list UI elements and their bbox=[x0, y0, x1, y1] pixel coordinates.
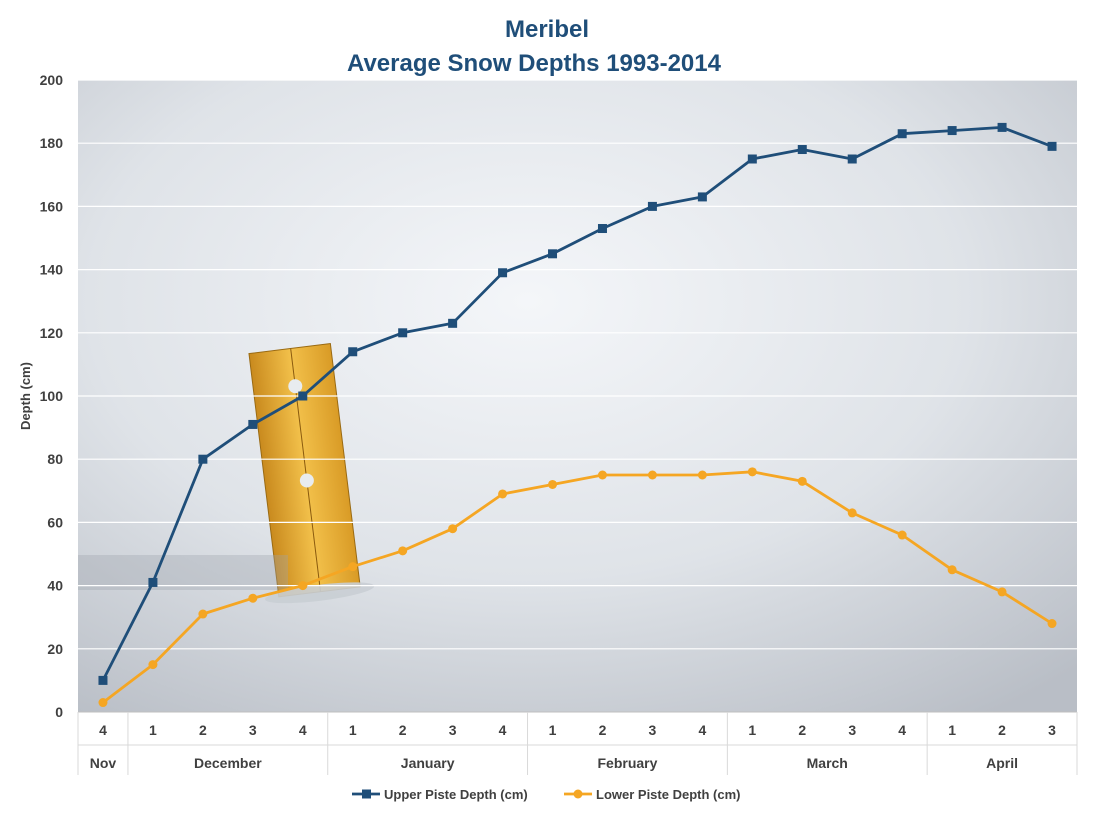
x-axis: 4 1 2 3 4 1 2 3 4 1 2 3 4 1 2 3 4 1 2 3 Nov December January Fe… bbox=[77, 711, 1078, 775]
legend-marker bbox=[362, 789, 371, 799]
lower-point bbox=[498, 489, 508, 499]
lower-point bbox=[248, 593, 258, 603]
lower-point bbox=[897, 530, 907, 540]
x-tick-label: 2 bbox=[599, 722, 607, 738]
y-tick-label: 20 bbox=[47, 641, 63, 657]
x-tick-label: 1 bbox=[349, 722, 357, 738]
x-tick-label: 1 bbox=[549, 722, 557, 738]
upper-point bbox=[448, 318, 458, 328]
upper-point bbox=[548, 249, 558, 259]
series-lines bbox=[101, 126, 1053, 704]
series-line-1 bbox=[102, 470, 1053, 704]
lower-point bbox=[697, 470, 707, 480]
month-label: January bbox=[401, 755, 455, 771]
upper-point bbox=[797, 145, 807, 155]
lower-point bbox=[398, 546, 408, 556]
upper-point bbox=[348, 347, 358, 357]
x-tick-label: 3 bbox=[649, 722, 657, 738]
y-tick-label: 0 bbox=[55, 704, 63, 720]
upper-point bbox=[847, 154, 857, 164]
y-tick-label: 80 bbox=[47, 451, 63, 467]
upper-point bbox=[398, 328, 408, 338]
lower-point bbox=[847, 508, 857, 518]
y-tick-label: 100 bbox=[40, 388, 64, 404]
upper-point bbox=[148, 577, 158, 587]
upper-point bbox=[597, 224, 607, 234]
month-label: Nov bbox=[90, 755, 117, 771]
upper-point bbox=[248, 419, 258, 429]
month-label: April bbox=[986, 755, 1018, 771]
lower-point bbox=[597, 470, 607, 480]
upper-point bbox=[647, 201, 657, 211]
x-tick-label: 4 bbox=[299, 722, 307, 738]
y-tick-label: 120 bbox=[40, 325, 64, 341]
x-tick-label: 2 bbox=[399, 722, 407, 738]
chart-title: Meribel bbox=[505, 16, 589, 43]
lower-point bbox=[98, 698, 108, 708]
lower-point bbox=[647, 470, 657, 480]
series-points bbox=[98, 122, 1057, 708]
lower-point bbox=[997, 587, 1007, 597]
lower-point bbox=[448, 524, 458, 534]
x-tick-label: 1 bbox=[748, 722, 756, 738]
x-tick-label: 3 bbox=[848, 722, 856, 738]
upper-point bbox=[498, 268, 508, 278]
x-tick-label: 4 bbox=[499, 722, 507, 738]
x-tick-label: 3 bbox=[1048, 722, 1056, 738]
y-tick-label: 160 bbox=[40, 198, 64, 214]
month-label: February bbox=[597, 755, 657, 771]
y-axis-label: Depth (cm) bbox=[18, 362, 33, 430]
upper-point bbox=[747, 154, 757, 164]
upper-point bbox=[997, 122, 1007, 132]
lower-point bbox=[548, 479, 558, 489]
y-tick-labels: 0 20 40 60 80 100 120 140 160 180 200 bbox=[40, 72, 64, 720]
legend-label: Upper Piste Depth (cm) bbox=[384, 787, 528, 802]
lower-point bbox=[148, 660, 158, 670]
y-tick-label: 180 bbox=[40, 135, 64, 151]
x-tick-label: 4 bbox=[99, 722, 107, 738]
lower-point bbox=[1047, 619, 1057, 629]
lower-point bbox=[947, 565, 957, 575]
x-tick-label: 2 bbox=[798, 722, 806, 738]
chart-subtitle: Average Snow Depths 1993-2014 bbox=[347, 50, 722, 77]
legend-label: Lower Piste Depth (cm) bbox=[596, 787, 740, 802]
x-tick-label: 2 bbox=[998, 722, 1006, 738]
grid-lines bbox=[78, 79, 1077, 650]
legend: Upper Piste Depth (cm) Lower Piste Depth … bbox=[352, 787, 740, 802]
x-tick-label: 4 bbox=[898, 722, 906, 738]
lower-point bbox=[198, 609, 208, 619]
upper-point bbox=[897, 129, 907, 139]
upper-point bbox=[697, 192, 707, 202]
legend-marker bbox=[573, 789, 583, 799]
y-tick-label: 40 bbox=[47, 578, 63, 594]
x-tick-label: 3 bbox=[449, 722, 457, 738]
upper-point bbox=[1047, 141, 1057, 151]
month-label: December bbox=[194, 755, 262, 771]
y-tick-label: 140 bbox=[40, 262, 64, 278]
x-tick-label: 3 bbox=[249, 722, 257, 738]
lower-point bbox=[747, 467, 757, 477]
ruler-image bbox=[248, 343, 375, 604]
x-tick-label: 2 bbox=[199, 722, 207, 738]
upper-point bbox=[98, 675, 108, 685]
x-tick-label: 4 bbox=[698, 722, 706, 738]
y-tick-label: 200 bbox=[40, 72, 64, 88]
upper-point bbox=[198, 454, 208, 464]
month-label: March bbox=[807, 755, 848, 771]
upper-point bbox=[947, 126, 957, 136]
lower-point bbox=[797, 476, 807, 486]
y-tick-label: 60 bbox=[47, 514, 63, 530]
x-tick-label: 1 bbox=[948, 722, 956, 738]
lower-point bbox=[348, 562, 358, 572]
series-line-0 bbox=[101, 126, 1053, 682]
lower-point bbox=[298, 581, 308, 591]
upper-point bbox=[298, 391, 308, 401]
x-tick-label: 1 bbox=[149, 722, 157, 738]
